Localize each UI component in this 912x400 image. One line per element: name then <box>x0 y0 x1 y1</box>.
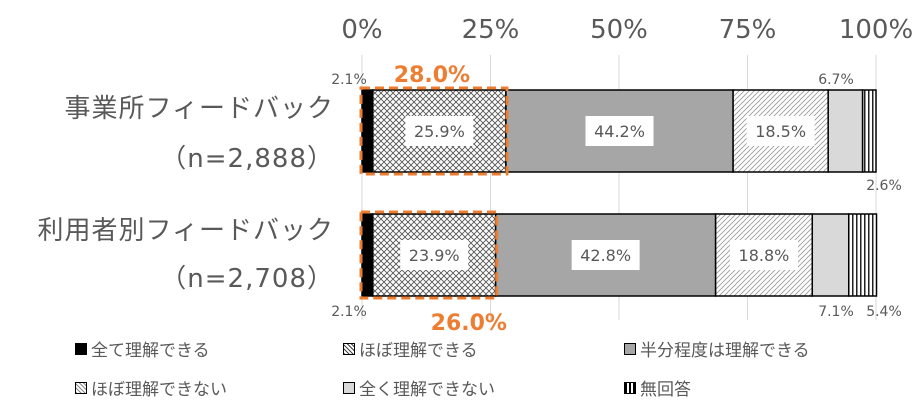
category-n-1: （n=2,888） <box>160 144 334 174</box>
x-tick-label: 0% <box>341 15 382 45</box>
data-label-box <box>405 116 474 146</box>
data-label: 18.8% <box>739 246 790 265</box>
data-label-box <box>746 116 815 146</box>
category-label-1: 事業所フィードバック <box>64 94 334 124</box>
legend-item-mostly-not-understand: ほぼ理解できない <box>75 375 227 400</box>
legend-label: 全て理解できる <box>91 341 210 361</box>
bar-segment <box>827 89 864 173</box>
data-label: 44.2% <box>594 122 645 141</box>
legend-item-mostly-understand: ほぼ理解できる <box>343 336 478 361</box>
highlight-label: 26.0% <box>431 311 507 336</box>
bar-segment <box>811 213 850 297</box>
data-label: 2.1% <box>331 304 367 320</box>
x-tick-label: 75% <box>719 15 777 45</box>
data-label-box <box>571 240 640 270</box>
legend-item-no-answer: 無回答 <box>624 375 691 400</box>
legend-item-not-understand-at-all: 全く理解できない <box>343 375 495 400</box>
x-tick-label: 25% <box>462 15 520 45</box>
data-label: 25.9% <box>414 122 465 141</box>
legend-item-all-understand: 全て理解できる <box>75 336 210 361</box>
category-label-2: 利用者別フィードバック <box>37 216 334 246</box>
legend-label: 全く理解できない <box>359 380 495 400</box>
legend-swatch-solid-gray <box>624 342 636 355</box>
data-label: 18.5% <box>755 122 806 141</box>
highlight-box <box>359 210 499 300</box>
legend-label: 半分程度は理解できる <box>640 341 810 361</box>
category-n-2: （n=2,708） <box>160 264 334 294</box>
legend-swatch-light-gray <box>343 381 355 394</box>
legend-label: ほぼ理解できない <box>91 380 227 400</box>
legend-label: ほぼ理解できる <box>359 341 478 361</box>
data-label: 2.6% <box>866 178 902 194</box>
highlight-box <box>359 86 509 176</box>
data-label: 42.8% <box>580 246 631 265</box>
data-label: 23.9% <box>409 246 460 265</box>
legend-swatch-crosshatch <box>343 342 355 355</box>
bar-segment <box>848 213 878 297</box>
legend-swatch-diagonal <box>75 381 87 394</box>
bar-segment <box>361 213 374 297</box>
x-tick-label: 50% <box>590 15 648 45</box>
highlight-label: 28.0% <box>394 63 470 88</box>
legend-label: 無回答 <box>640 380 691 400</box>
data-label: 5.4% <box>866 304 902 320</box>
data-label-box <box>585 116 654 146</box>
legend-swatch-vertical-stripes <box>624 381 636 394</box>
data-label: 2.1% <box>331 72 367 88</box>
data-label: 7.1% <box>818 304 854 320</box>
legend-item-half-understand: 半分程度は理解できる <box>624 336 810 361</box>
data-label-box <box>729 240 798 270</box>
bar-segment <box>361 89 374 173</box>
x-tick-label: 100% <box>839 15 912 45</box>
data-label-box <box>400 240 469 270</box>
data-label: 6.7% <box>818 72 854 88</box>
legend-swatch-solid-black <box>75 342 87 355</box>
bar-segment <box>861 89 877 173</box>
